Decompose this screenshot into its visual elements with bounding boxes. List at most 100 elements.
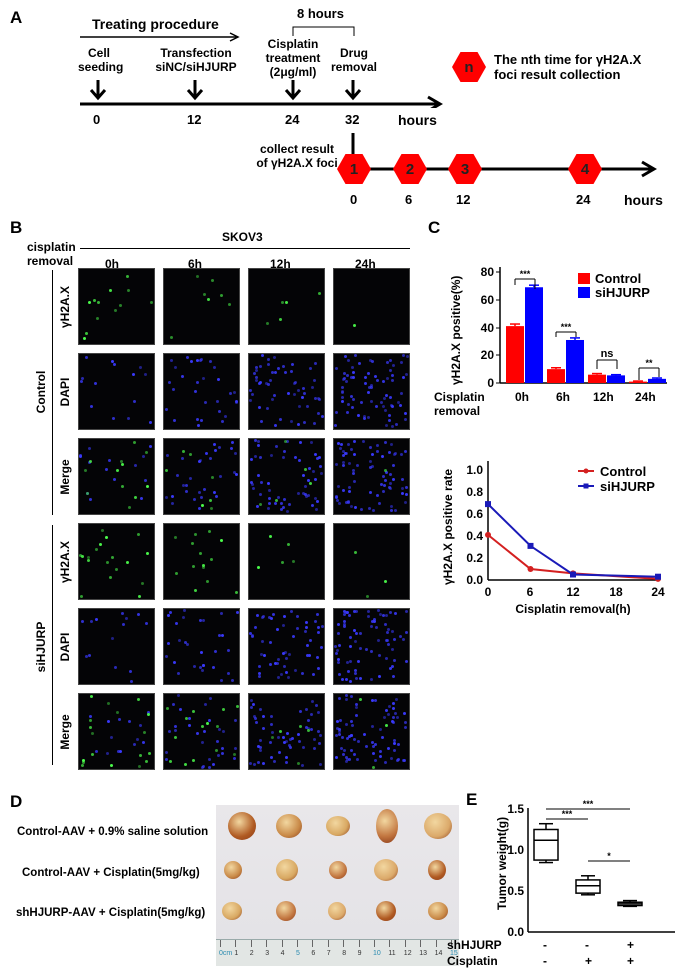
legend-line: The nth time for γH2A.X <box>494 52 642 67</box>
tumor <box>428 860 446 880</box>
micrograph-gh2ax <box>248 523 325 600</box>
svg-text:siHJURP: siHJURP <box>595 285 650 300</box>
micrograph-dapi <box>78 353 155 430</box>
svg-text:γH2A.X positive(%): γH2A.X positive(%) <box>449 276 463 385</box>
row-header-line: cisplatin <box>27 240 76 254</box>
svg-text:20: 20 <box>481 348 495 362</box>
micrograph-merge <box>163 438 240 515</box>
svg-text:24: 24 <box>651 585 665 599</box>
bar <box>547 369 565 383</box>
procedure-title: Treating procedure <box>92 16 219 32</box>
svg-text:Control: Control <box>595 271 641 286</box>
svg-text:0.4: 0.4 <box>466 529 483 543</box>
group-label-shhjurp: shHJURP-AAV + Cisplatin(5mg/kg) <box>16 907 206 919</box>
svg-text:1.0: 1.0 <box>466 463 483 477</box>
svg-text:**: ** <box>645 358 653 368</box>
micrograph-gh2ax <box>78 523 155 600</box>
box <box>533 828 559 861</box>
svg-text:0: 0 <box>487 376 494 390</box>
time-tick-24: 24 <box>285 112 300 127</box>
row-label: Merge <box>58 459 72 495</box>
row-header-line: removal <box>27 254 74 268</box>
line-chart: 0.0 0.2 0.4 0.6 0.8 1.0 0 6 12 18 24 Cisplatin re… <box>441 461 665 615</box>
svg-text:40: 40 <box>481 321 495 335</box>
event-line: removal <box>330 60 378 74</box>
micrograph-dapi <box>333 608 410 685</box>
tumor <box>326 816 350 836</box>
micrograph-dapi <box>78 608 155 685</box>
main-timeline <box>80 80 443 108</box>
ruler-tick: 7 <box>326 950 331 957</box>
box-series <box>533 822 643 908</box>
control-bracket <box>52 270 53 515</box>
ruler-tick: 3 <box>265 950 270 957</box>
box-chart: 0.00.51.01.5 Tumor weight(g) *** *** * s… <box>495 799 675 939</box>
svg-text:siHJURP: siHJURP <box>600 479 655 494</box>
significance-marks: *** *** ns ** <box>514 269 660 380</box>
condition-sign: + <box>627 938 635 952</box>
ruler-tick: 14 <box>434 950 443 957</box>
col-6h: 6h <box>188 257 203 271</box>
micrograph-gh2ax <box>163 523 240 600</box>
hours-unit: hours <box>398 112 437 128</box>
svg-text:6h: 6h <box>556 390 570 404</box>
ruler-tick: 12 <box>403 950 412 957</box>
micrograph-merge <box>78 693 155 770</box>
tumor <box>222 902 242 920</box>
ruler-tick: 8 <box>342 950 347 957</box>
svg-text:60: 60 <box>481 293 495 307</box>
duration-label: 8 hours <box>297 6 344 21</box>
row-label: γH2A.X <box>58 285 72 329</box>
bar <box>506 326 524 383</box>
panel-d-label: D <box>10 792 23 811</box>
svg-text:***: *** <box>583 799 594 809</box>
box-significance: *** *** * <box>546 799 630 862</box>
svg-text:1.0: 1.0 <box>507 843 524 857</box>
micrograph-gh2ax <box>333 523 410 600</box>
svg-text:12h: 12h <box>593 390 614 404</box>
col-12h: 12h <box>270 257 291 271</box>
tumor <box>276 859 298 881</box>
event-line: Cell <box>87 46 110 60</box>
collection-hex-4: 4 <box>568 154 602 184</box>
sihjurp-bracket <box>52 525 53 765</box>
condition-sign: + <box>585 954 593 968</box>
procedure-arrow <box>80 32 240 42</box>
legend-hex: n <box>452 52 486 82</box>
tumor-photo: 0cm 1 2 3 4 5 6 7 8 9 10 11 12 13 14 15 <box>216 805 459 966</box>
tumor <box>224 861 242 879</box>
group-control-label: Control <box>34 370 48 414</box>
event-cisplatin-treatment: Cisplatin treatment (2μg/ml) <box>263 37 323 79</box>
row-label-cisplatin: Cisplatin <box>447 954 498 968</box>
tumor <box>328 902 346 920</box>
header-divider <box>80 248 410 249</box>
bar-legend: Control siHJURP <box>578 271 650 300</box>
bar <box>607 375 625 383</box>
micrograph-dapi <box>163 353 240 430</box>
tumor <box>376 809 398 843</box>
micrograph-dapi <box>248 608 325 685</box>
panel-e-label: E <box>466 790 478 809</box>
line-series <box>485 501 661 582</box>
panel-c-label: C <box>428 218 441 237</box>
col-24h: 24h <box>355 257 376 271</box>
event-cell-seeding: Cell seeding <box>78 46 123 74</box>
ruler-tick: 11 <box>388 950 396 957</box>
ruler-tick: 13 <box>419 950 427 957</box>
panel-a-label: A <box>10 8 23 27</box>
condition-sign: - <box>543 938 547 952</box>
cell-line-label: SKOV3 <box>222 230 263 244</box>
svg-text:0: 0 <box>485 585 492 599</box>
collect-time-24: 24 <box>576 192 591 207</box>
svg-text:Tumor weight(g): Tumor weight(g) <box>495 817 509 910</box>
event-transfection: Transfection siNC/siHJURP <box>152 46 240 74</box>
event-drug-removal: Drug removal <box>330 46 378 74</box>
collect-time-6: 6 <box>405 192 413 207</box>
time-tick-12: 12 <box>187 112 202 127</box>
legend-text: The nth time for γH2A.X foci result coll… <box>494 52 641 82</box>
svg-text:0.0: 0.0 <box>466 573 483 587</box>
col-0h: 0h <box>105 257 120 271</box>
tumor <box>374 859 398 881</box>
svg-text:24h: 24h <box>635 390 656 404</box>
svg-text:γH2A.X positive rate: γH2A.X positive rate <box>441 469 455 585</box>
